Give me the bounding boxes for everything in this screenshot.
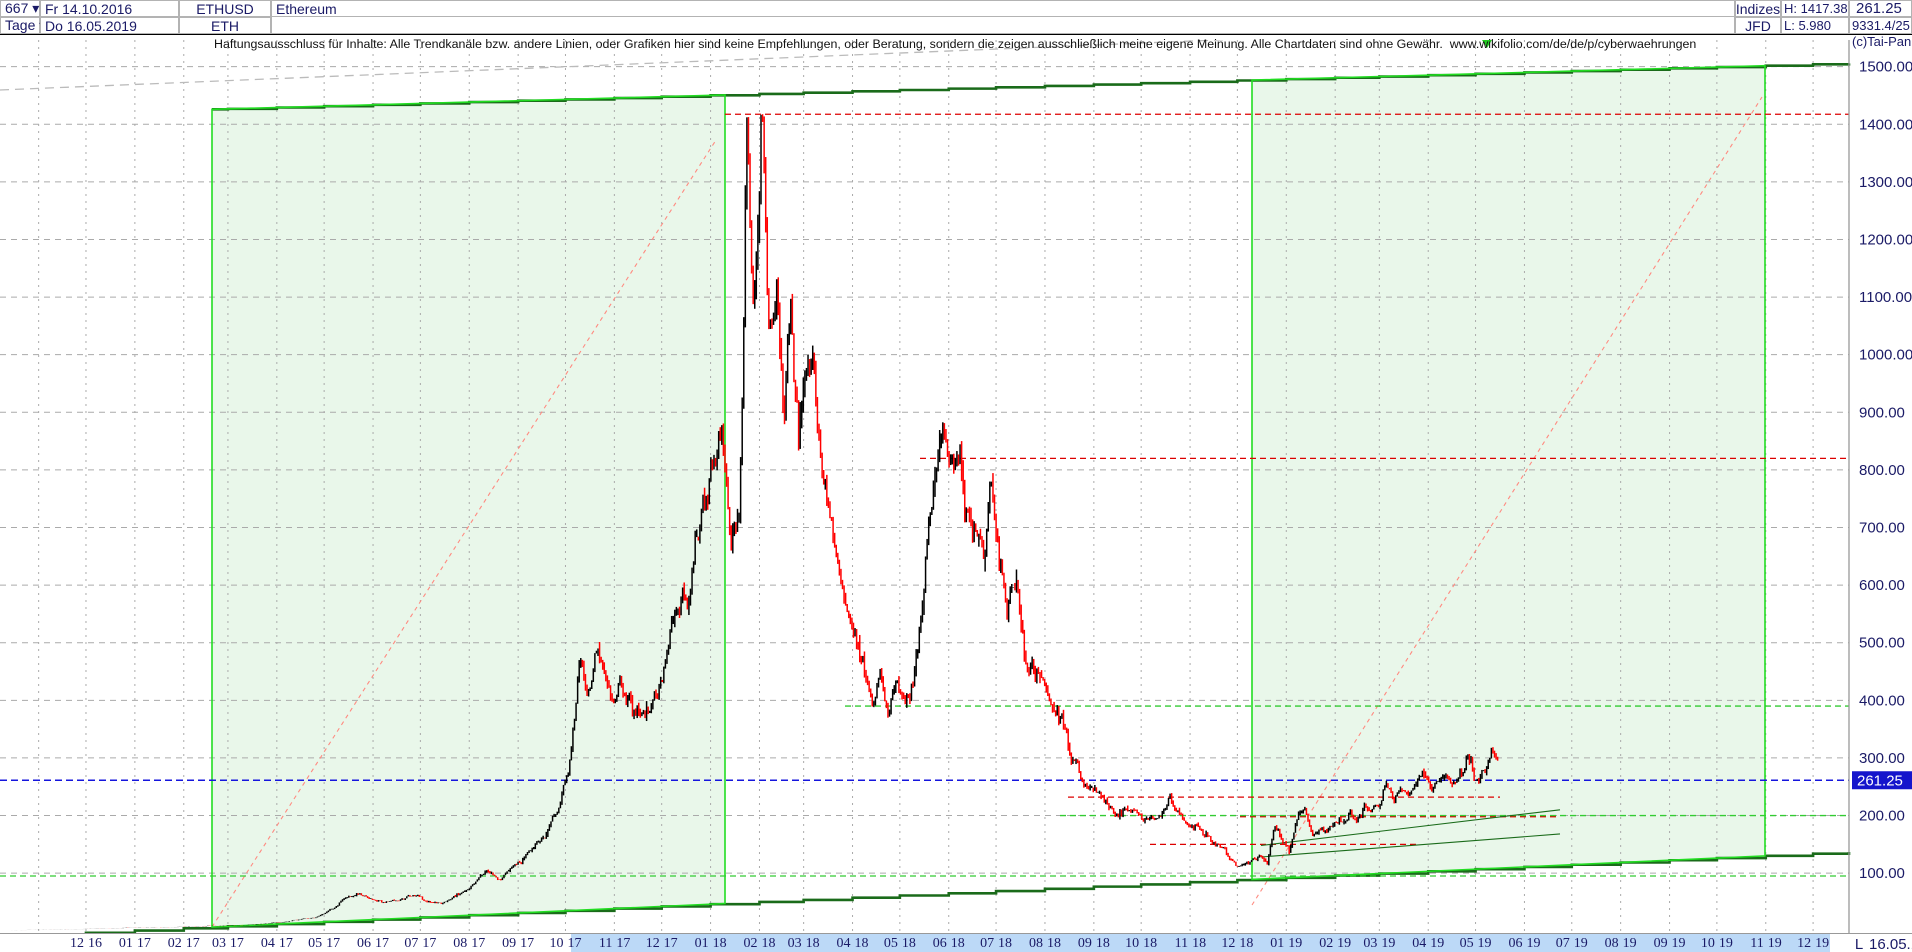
svg-text:1100.00: 1100.00	[1859, 289, 1912, 306]
svg-text:900.00: 900.00	[1859, 404, 1905, 421]
svg-text:1300.00: 1300.00	[1859, 174, 1912, 191]
svg-text:1000.00: 1000.00	[1859, 347, 1912, 364]
svg-text:800.00: 800.00	[1859, 462, 1905, 479]
svg-text:100.00: 100.00	[1859, 865, 1905, 882]
svg-text:600.00: 600.00	[1859, 577, 1905, 594]
svg-text:1200.00: 1200.00	[1859, 231, 1912, 248]
svg-text:500.00: 500.00	[1859, 635, 1905, 652]
svg-text:200.00: 200.00	[1859, 808, 1905, 825]
svg-text:400.00: 400.00	[1859, 692, 1905, 709]
svg-text:261.25: 261.25	[1857, 772, 1903, 789]
svg-text:700.00: 700.00	[1859, 520, 1905, 537]
svg-text:1500.00: 1500.00	[1859, 59, 1912, 76]
svg-text:300.00: 300.00	[1859, 750, 1905, 767]
svg-text:1400.00: 1400.00	[1859, 116, 1912, 133]
